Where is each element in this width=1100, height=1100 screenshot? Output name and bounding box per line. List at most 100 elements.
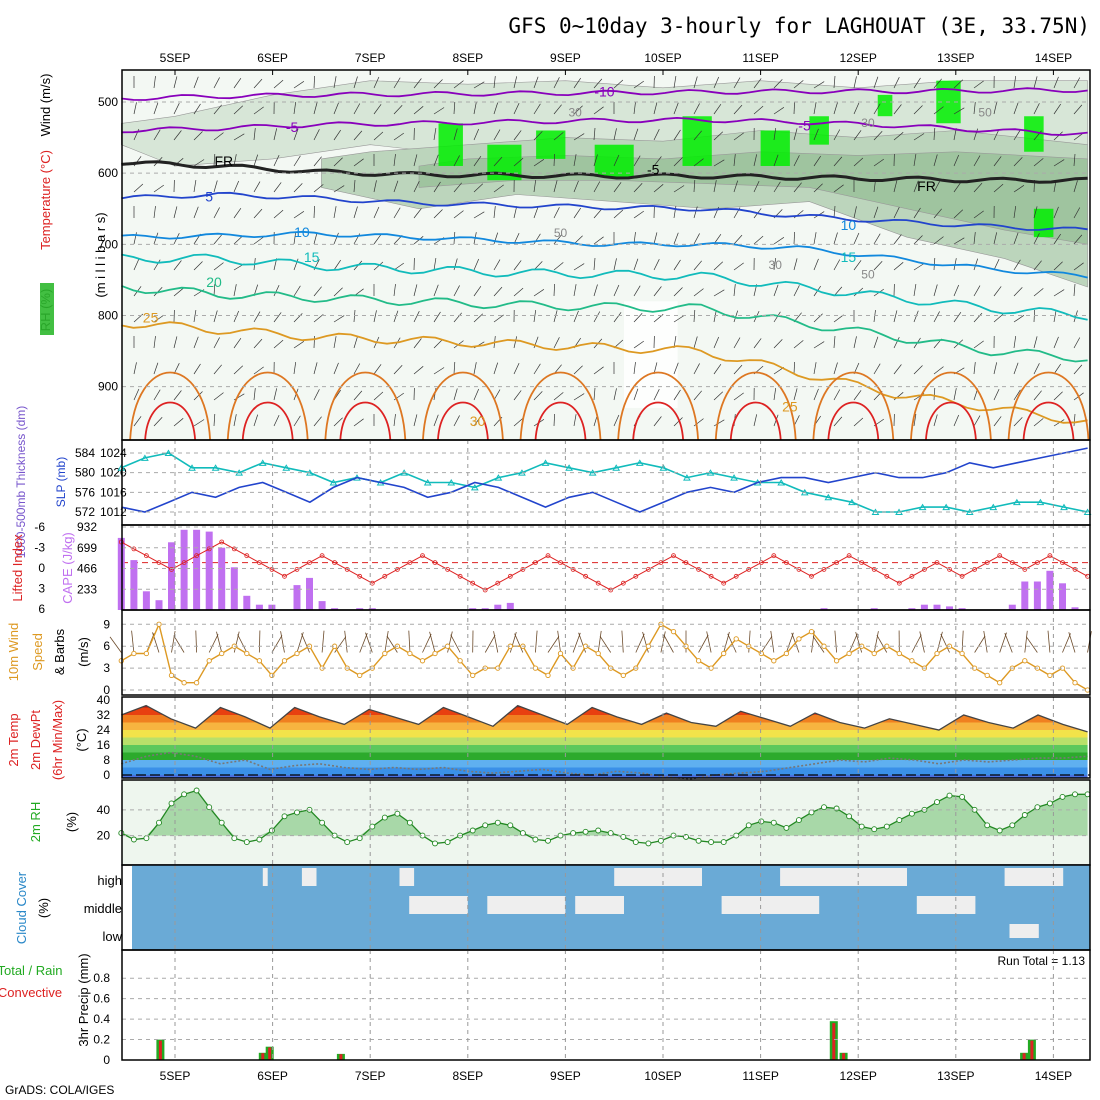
cape-tick-label: 699 <box>77 541 97 555</box>
li-marker <box>307 560 312 565</box>
rh-marker <box>745 822 752 829</box>
wind-barb <box>1053 336 1059 349</box>
wind-barb <box>613 312 622 323</box>
wind-barb <box>433 79 443 89</box>
wind-barb <box>1073 364 1083 375</box>
wind-barb <box>293 362 297 375</box>
wind-barb <box>433 311 441 323</box>
li-tick-label: -3 <box>34 541 45 555</box>
wind-barb <box>893 77 900 89</box>
li-marker <box>972 567 977 572</box>
cape-bar <box>268 604 276 610</box>
temp-tick-label: 24 <box>97 723 111 737</box>
wind-barb <box>693 336 698 349</box>
wind-barb <box>833 259 841 271</box>
wind-barb <box>513 390 522 401</box>
wind-barb <box>953 107 965 115</box>
thickness-axis-label: 1000-500mb Thickness (dm) <box>14 406 28 559</box>
wind-barb-10m <box>572 632 581 653</box>
isotherm-0 <box>121 87 1088 101</box>
cape-bar <box>469 608 477 610</box>
wind-barb-10m <box>1025 636 1038 653</box>
thickness-marker <box>635 459 644 466</box>
li-marker <box>570 567 576 572</box>
wind-barb <box>673 185 685 193</box>
wind-barb <box>733 104 743 115</box>
wind-barb <box>453 101 456 115</box>
precip-tick-label: 0 <box>103 1053 110 1067</box>
wind-barb <box>413 181 420 193</box>
wind-barb <box>213 392 224 401</box>
thickness-marker <box>659 464 668 471</box>
wind-barb <box>1033 363 1040 375</box>
wind-barb <box>173 130 182 141</box>
wind-barb <box>573 77 581 89</box>
li-marker <box>1047 553 1053 559</box>
isotherm-label: -10 <box>594 83 614 99</box>
wind-barb <box>293 313 303 323</box>
rh-marker <box>494 819 501 826</box>
li-marker <box>658 560 664 565</box>
wind-barb <box>833 389 841 401</box>
wind-barb <box>873 103 881 115</box>
wind-barb <box>533 289 545 297</box>
wind-barb <box>133 362 137 375</box>
wind-barb <box>613 284 620 297</box>
date-tick-bottom: 10SEP <box>644 1069 681 1083</box>
isotherm-25-dome <box>129 371 212 441</box>
wind-barb <box>1053 391 1063 401</box>
rh-marker <box>218 819 225 826</box>
cape-tick-label: 466 <box>77 562 97 576</box>
wind-barb <box>713 103 722 115</box>
li-marker <box>131 546 137 552</box>
wind-barb-10m <box>698 634 709 653</box>
wind-barb <box>993 286 1002 297</box>
date-tick-bottom: 13SEP <box>937 1069 974 1083</box>
cloud-side-label: Cloud Cover <box>14 871 29 944</box>
wind-barb <box>373 180 377 193</box>
rh-marker <box>720 839 727 846</box>
wind-barb <box>153 102 159 115</box>
wind-barb <box>993 183 1004 193</box>
wind-barb <box>1013 259 1021 271</box>
wind-barb <box>993 388 1000 401</box>
rh-contour-label: 50 <box>978 105 992 119</box>
wind-barb <box>353 418 364 427</box>
wind-barb <box>193 206 199 219</box>
wind-barb-10m <box>999 632 1007 653</box>
wind-barb <box>153 389 161 401</box>
temp-band <box>122 715 1088 723</box>
wind-barb <box>293 341 305 349</box>
wind-barb <box>233 310 240 323</box>
wind-barb <box>833 335 836 349</box>
thickness-marker <box>141 454 149 461</box>
wind-barb <box>813 102 817 115</box>
thickness-marker <box>423 479 432 486</box>
rh-marker <box>356 835 363 842</box>
temp-band <box>122 730 1088 738</box>
wind-barb <box>133 416 142 427</box>
wind-barb <box>1033 390 1042 401</box>
wind-barb <box>173 336 178 349</box>
wind-barb <box>213 104 222 115</box>
wind-barb <box>953 388 957 401</box>
isotherm-label: 30 <box>470 413 486 429</box>
rh-saturated-patch <box>594 144 634 177</box>
wind-barb <box>413 106 424 115</box>
wind-barb <box>393 284 396 297</box>
wind-barb <box>153 314 165 323</box>
li-marker <box>457 573 463 579</box>
wind-barb <box>973 312 983 323</box>
temp-band <box>122 775 1088 778</box>
wind-barb <box>793 231 795 245</box>
isotherm-30-dome <box>534 401 587 441</box>
rh-marker <box>770 819 777 826</box>
isotherm-30-dome <box>241 401 294 441</box>
date-tick-bottom: 8SEP <box>452 1069 483 1083</box>
wind-barb <box>813 155 821 167</box>
wind-barb-10m <box>621 630 624 653</box>
rh-marker <box>1021 812 1028 818</box>
wind-barb <box>473 285 482 297</box>
wind-barb <box>533 206 539 219</box>
